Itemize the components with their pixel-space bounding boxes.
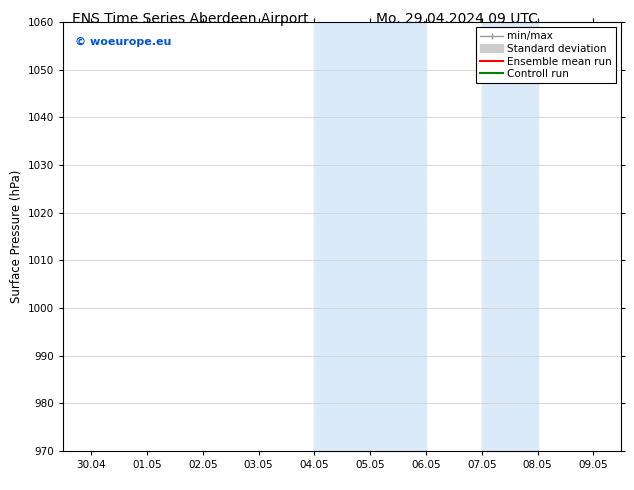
Legend: min/max, Standard deviation, Ensemble mean run, Controll run: min/max, Standard deviation, Ensemble me… — [476, 27, 616, 83]
Text: © woeurope.eu: © woeurope.eu — [75, 37, 171, 47]
Bar — [314, 22, 426, 451]
Y-axis label: Surface Pressure (hPa): Surface Pressure (hPa) — [10, 170, 23, 303]
Text: Mo. 29.04.2024 09 UTC: Mo. 29.04.2024 09 UTC — [375, 12, 538, 26]
Bar — [482, 22, 538, 451]
Text: ENS Time Series Aberdeen Airport: ENS Time Series Aberdeen Airport — [72, 12, 309, 26]
